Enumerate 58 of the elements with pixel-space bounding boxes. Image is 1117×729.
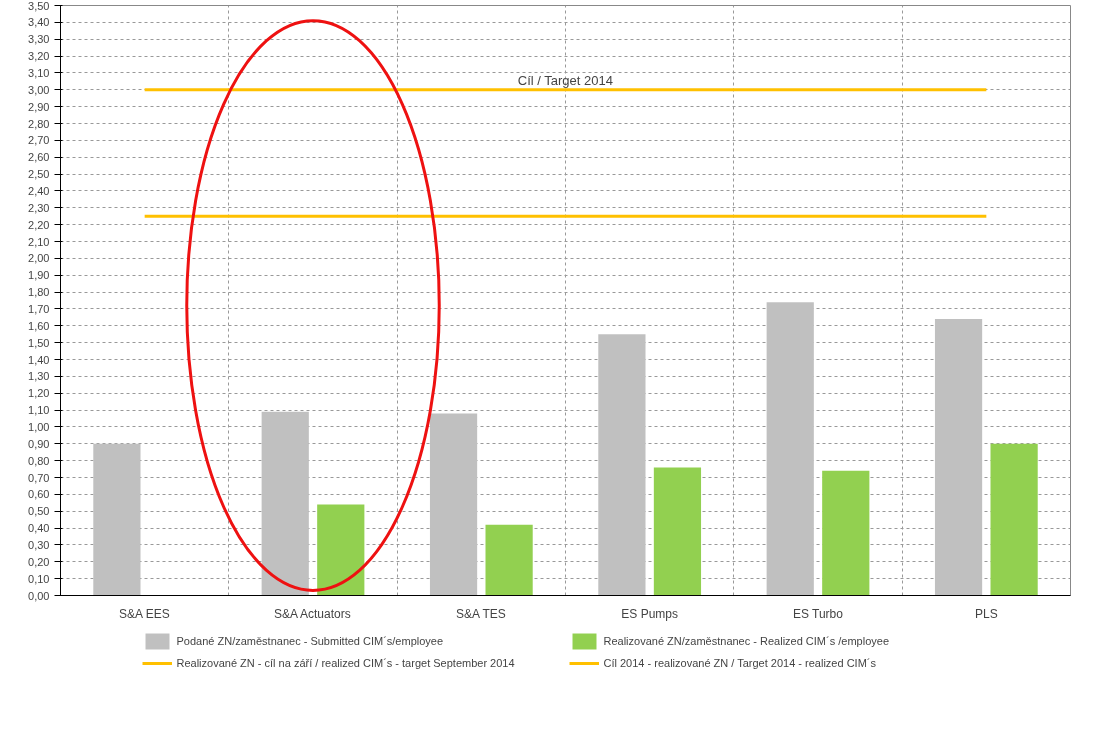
legend-label: Cíl 2014 - realizované ZN / Target 2014 - realized CIM´s [603,657,877,669]
y-tick-label: 1,10 [28,404,50,417]
y-tick-label: 0,00 [28,589,50,602]
bar [485,524,533,596]
y-tick-label: 1,70 [28,302,50,315]
y-tick-label: 3,30 [28,33,50,46]
y-tick-label: 2,10 [28,235,50,248]
y-tick-label: 1,60 [28,319,50,332]
y-tick-label: 0,20 [28,555,50,568]
y-tick-label: 3,50 [28,0,50,12]
y-tick-label: 1,40 [28,353,50,366]
bar [822,470,870,596]
y-tick-label: 3,20 [28,50,50,63]
y-tick-label: 2,80 [28,117,50,130]
y-tick-label: 1,20 [28,387,50,400]
y-tick-label: 0,50 [28,505,50,518]
y-tick-label: 0,80 [28,454,50,467]
bar [990,443,1038,596]
x-tick-label: ES Turbo [792,606,844,621]
y-tick-label: 2,60 [28,151,50,164]
y-tick-label: 0,40 [28,522,50,535]
bar [934,319,983,596]
y-tick-label: 0,70 [28,471,50,484]
legend-label: Realizované ZN/zaměstnanec - Realized CIM´s /employee [603,635,890,647]
y-tick-label: 0,30 [28,538,50,551]
y-tick-label: 3,00 [28,83,50,96]
y-tick-label: 2,30 [28,201,50,214]
bar [598,334,646,596]
y-tick-label: 2,40 [28,184,50,197]
y-tick-label: 1,90 [28,269,50,282]
legend-label: Realizované ZN - cíl na září / realized CIM´s - target September 2014 [176,657,516,669]
y-tick-label: 2,00 [28,252,50,265]
y-tick-label: 2,20 [28,218,50,231]
x-tick-label: S&A EES [118,606,170,621]
x-tick-label: ES Pumps [621,606,679,621]
bar [766,302,814,596]
y-tick-label: 0,10 [28,572,50,585]
y-tick-label: 1,50 [28,336,50,349]
y-tick-label: 0,60 [28,488,50,501]
x-tick-label: S&A Actuators [273,606,351,621]
bar [93,443,141,596]
y-tick-label: 3,40 [28,16,50,29]
y-tick-label: 0,90 [28,437,50,450]
x-tick-label: S&A TES [455,606,506,621]
legend-label: Podané ZN/zaměstnanec - Submitted CIM´s/employee [176,635,445,647]
y-tick-label: 1,00 [28,420,50,433]
y-tick-label: 1,30 [28,370,50,383]
bar [653,467,702,596]
x-tick-label: PLS [974,606,998,621]
y-tick-label: 3,10 [28,66,50,79]
annotation: Cíl / Target 2014 [517,72,613,88]
y-tick-label: 2,50 [28,168,50,181]
y-tick-label: 1,80 [28,286,50,299]
y-tick-label: 2,90 [28,100,50,113]
bar [317,504,365,596]
y-tick-label: 2,70 [28,134,50,147]
bar [261,411,309,596]
bar [429,413,478,596]
